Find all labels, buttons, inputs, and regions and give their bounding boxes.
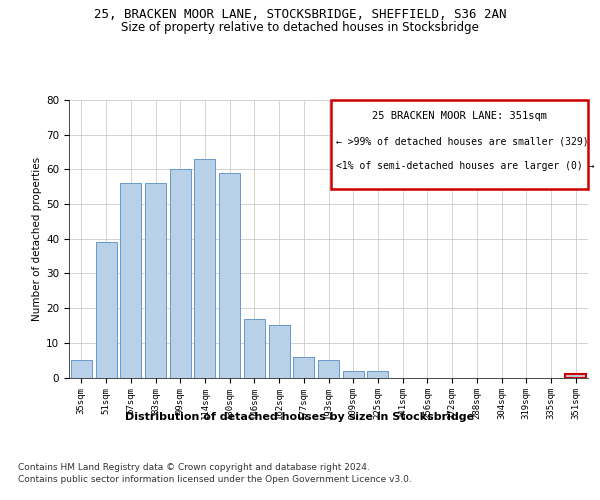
- Text: Contains public sector information licensed under the Open Government Licence v3: Contains public sector information licen…: [18, 475, 412, 484]
- Bar: [145, 183, 166, 378]
- Bar: [170, 170, 191, 378]
- Bar: [293, 356, 314, 378]
- Bar: [343, 370, 364, 378]
- Bar: [194, 159, 215, 378]
- Bar: [565, 374, 586, 378]
- Bar: [219, 173, 240, 378]
- Text: ← >99% of detached houses are smaller (329): ← >99% of detached houses are smaller (3…: [336, 136, 589, 146]
- Bar: [120, 183, 141, 378]
- Text: 25, BRACKEN MOOR LANE, STOCKSBRIDGE, SHEFFIELD, S36 2AN: 25, BRACKEN MOOR LANE, STOCKSBRIDGE, SHE…: [94, 8, 506, 20]
- Text: Size of property relative to detached houses in Stocksbridge: Size of property relative to detached ho…: [121, 21, 479, 34]
- Bar: [269, 326, 290, 378]
- Bar: [95, 242, 116, 378]
- FancyBboxPatch shape: [331, 100, 588, 189]
- Bar: [244, 318, 265, 378]
- Bar: [318, 360, 339, 378]
- Y-axis label: Number of detached properties: Number of detached properties: [32, 156, 42, 321]
- Text: Distribution of detached houses by size in Stocksbridge: Distribution of detached houses by size …: [125, 412, 475, 422]
- Text: 25 BRACKEN MOOR LANE: 351sqm: 25 BRACKEN MOOR LANE: 351sqm: [372, 111, 547, 121]
- Text: <1% of semi-detached houses are larger (0) →: <1% of semi-detached houses are larger (…: [336, 161, 595, 171]
- Bar: [71, 360, 92, 378]
- Text: Contains HM Land Registry data © Crown copyright and database right 2024.: Contains HM Land Registry data © Crown c…: [18, 462, 370, 471]
- Bar: [367, 370, 388, 378]
